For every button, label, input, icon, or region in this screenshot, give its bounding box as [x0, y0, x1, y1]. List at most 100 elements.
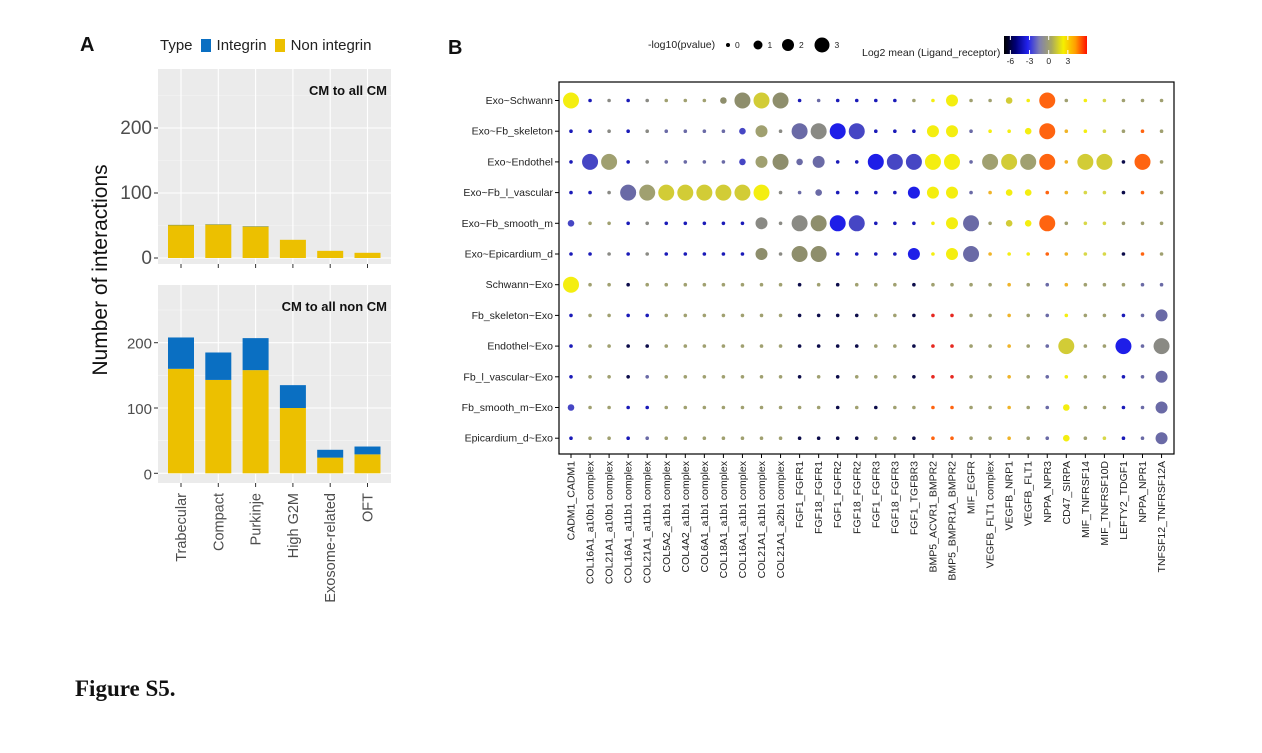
dot	[835, 344, 840, 348]
dot	[588, 190, 592, 195]
dot	[946, 94, 958, 107]
dot	[1083, 252, 1088, 256]
bar-integrin	[205, 352, 232, 380]
dot	[778, 129, 783, 133]
dot	[816, 344, 821, 348]
dot	[569, 252, 573, 256]
dot	[797, 98, 802, 103]
integrin-swatch	[200, 39, 211, 52]
dot	[912, 313, 916, 318]
dot	[664, 98, 669, 103]
dot	[702, 282, 707, 287]
dot	[1063, 434, 1070, 442]
dot	[1140, 221, 1145, 226]
dot	[664, 160, 669, 164]
figure-caption: Figure S5.	[75, 676, 176, 701]
dot	[931, 221, 935, 226]
size-legend-label: 1	[768, 40, 773, 50]
dot	[874, 129, 878, 133]
dot	[835, 375, 840, 379]
dot	[664, 436, 669, 441]
dot	[626, 252, 630, 256]
dot	[810, 215, 827, 232]
dot	[1063, 404, 1070, 411]
dot	[1159, 129, 1164, 133]
dot	[721, 221, 726, 226]
type-legend: Type Integrin Non integrin	[160, 37, 371, 54]
dot	[816, 375, 821, 379]
bar-integrin	[242, 226, 269, 227]
column-label: FGF18_FGFR2	[851, 461, 863, 534]
bar-integrin	[242, 338, 269, 371]
dot	[734, 92, 751, 109]
dot	[1007, 405, 1011, 410]
dot	[645, 344, 649, 348]
x-tick-label: OFT	[361, 493, 377, 522]
dot	[912, 344, 916, 348]
dot	[1083, 436, 1088, 441]
column-label: FGF1_FGFR2	[832, 461, 844, 528]
dot	[874, 405, 878, 410]
dot	[988, 344, 992, 348]
dot	[1102, 375, 1107, 379]
dot	[1102, 313, 1107, 318]
dot	[740, 344, 745, 348]
bar-integrin	[354, 446, 381, 455]
dot	[797, 436, 802, 441]
dot	[715, 184, 732, 201]
dot	[588, 375, 592, 379]
dot	[645, 375, 649, 379]
x-tick-label: Trabecular	[174, 493, 190, 562]
dot	[969, 160, 973, 164]
bar-non-integrin	[205, 379, 232, 474]
dot	[912, 282, 916, 287]
dot	[683, 98, 688, 103]
dot	[759, 344, 764, 348]
column-label: FGF1_FGFR1	[794, 461, 806, 528]
dot	[607, 98, 611, 103]
dot	[926, 125, 939, 138]
column-label: BMP5_BMPR1A_BMPR2	[947, 461, 959, 581]
dot	[931, 436, 935, 441]
dot	[569, 375, 573, 379]
dot	[1121, 98, 1126, 103]
dot	[1039, 153, 1056, 170]
dot	[1064, 252, 1069, 256]
dot	[702, 344, 707, 348]
dot	[969, 405, 973, 410]
dot	[755, 217, 768, 230]
dot	[588, 344, 592, 348]
dot	[1121, 221, 1126, 226]
dot	[1115, 338, 1132, 355]
dot	[1121, 313, 1126, 318]
facet-background	[158, 69, 391, 264]
dot	[1001, 153, 1018, 170]
dot	[835, 405, 840, 410]
dot	[740, 282, 745, 287]
dot	[1083, 344, 1088, 348]
dot	[1102, 252, 1107, 256]
dot	[677, 184, 694, 201]
dot	[567, 220, 575, 227]
dot	[626, 160, 630, 164]
bar-non-integrin	[242, 226, 269, 258]
column-label: VEGFB_NRP1	[1004, 461, 1016, 531]
size-legend-dot	[814, 37, 830, 53]
dot	[1026, 375, 1030, 379]
dot	[1083, 405, 1088, 410]
dot	[755, 248, 768, 260]
dot	[988, 129, 992, 133]
dot	[626, 375, 630, 379]
dot	[969, 190, 973, 195]
row-label: Exo~Fb_skeleton	[472, 126, 554, 138]
dot	[607, 221, 611, 226]
bar-non-integrin	[242, 370, 269, 474]
dot	[569, 436, 573, 441]
dot	[1140, 405, 1145, 410]
dot	[1102, 436, 1107, 441]
dot	[759, 436, 764, 441]
dot	[907, 186, 920, 199]
dot	[829, 215, 846, 232]
row-label: Fb_l_vascular~Exo	[463, 371, 553, 383]
dot	[683, 313, 688, 318]
